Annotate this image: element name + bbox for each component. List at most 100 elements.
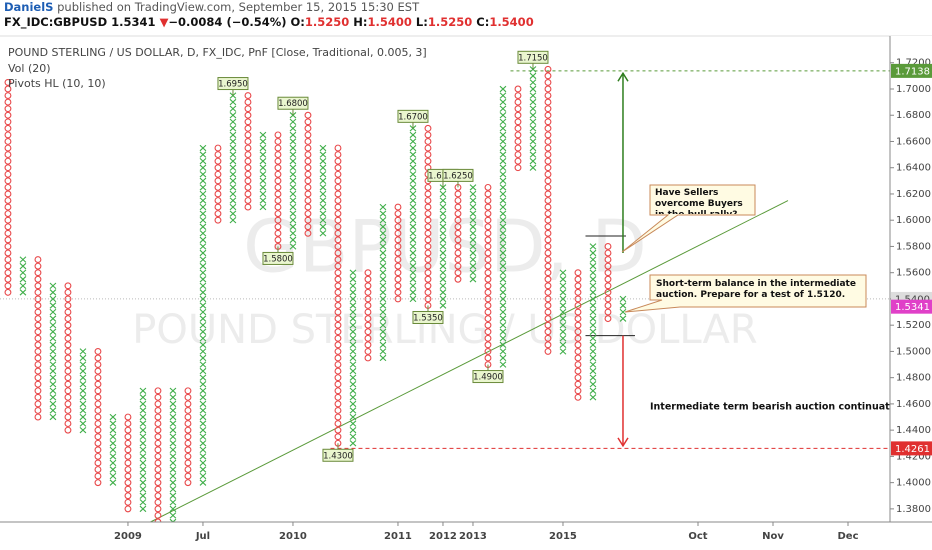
o-box xyxy=(34,367,42,375)
o-box xyxy=(154,387,162,395)
publish-line: DanielS published on TradingView.com, Se… xyxy=(4,0,534,15)
x-box xyxy=(289,131,297,139)
o-box xyxy=(214,216,222,224)
x-box xyxy=(409,171,417,178)
x-box xyxy=(229,112,237,119)
x-box xyxy=(229,197,237,204)
x-box xyxy=(169,479,177,486)
x-box xyxy=(169,446,177,454)
x-box xyxy=(589,367,597,375)
x-box xyxy=(49,335,57,342)
o-box xyxy=(64,426,72,434)
o-box xyxy=(334,236,342,244)
x-box xyxy=(79,354,87,362)
o-box xyxy=(574,295,582,303)
x-box xyxy=(289,164,297,171)
author[interactable]: DanielS xyxy=(4,0,54,14)
x-box xyxy=(109,440,117,447)
x-column xyxy=(49,282,57,421)
x-box xyxy=(319,157,327,165)
o-box xyxy=(184,407,192,414)
x-box xyxy=(229,138,237,145)
x-box xyxy=(589,243,597,250)
x-box xyxy=(79,420,87,427)
x-box xyxy=(409,131,417,139)
o-box xyxy=(544,315,552,323)
x-box xyxy=(409,138,417,145)
pivot-box xyxy=(397,109,429,123)
price-label: 1.7138 xyxy=(895,66,930,77)
o-box xyxy=(424,295,432,303)
o-box xyxy=(484,249,492,257)
x-box xyxy=(49,328,57,335)
x-box xyxy=(349,374,357,381)
x-box xyxy=(49,315,57,322)
o-box xyxy=(184,387,192,395)
x-box xyxy=(379,243,387,250)
x-box xyxy=(289,157,297,165)
o-box xyxy=(94,393,102,401)
x-box xyxy=(589,328,597,335)
o-box xyxy=(424,151,432,159)
x-box xyxy=(589,282,597,290)
x-box xyxy=(499,112,507,119)
x-box xyxy=(109,479,117,486)
o-box xyxy=(484,223,492,231)
o-box xyxy=(64,341,72,349)
o-box xyxy=(454,275,462,283)
o-box xyxy=(334,420,342,428)
x-box xyxy=(259,203,267,211)
o-box xyxy=(364,334,372,342)
x-box xyxy=(199,171,207,178)
o-box xyxy=(484,203,492,211)
o-box xyxy=(34,295,42,303)
x-box xyxy=(319,144,327,152)
o-box xyxy=(274,144,282,152)
x-box xyxy=(499,308,507,316)
x-box xyxy=(139,420,147,427)
o-box xyxy=(94,466,102,473)
legend-vol: Vol (20) xyxy=(8,62,51,75)
x-tick-label: 2013 xyxy=(459,531,487,542)
o-box xyxy=(4,105,12,113)
o-box xyxy=(184,393,192,401)
o-box xyxy=(154,407,162,414)
o-box xyxy=(424,131,432,139)
o-box xyxy=(424,256,432,264)
o-box xyxy=(274,223,282,231)
x-box xyxy=(289,236,297,244)
x-box xyxy=(559,335,567,342)
o-box xyxy=(244,105,252,113)
o-box xyxy=(34,262,42,270)
o-box xyxy=(4,256,12,264)
x-box xyxy=(139,440,147,447)
x-box xyxy=(409,223,417,230)
x-box xyxy=(349,276,357,283)
x-box xyxy=(469,236,477,244)
x-tick-label: Oct xyxy=(688,531,707,542)
o-box xyxy=(484,354,492,362)
x-column xyxy=(349,269,357,447)
x-box xyxy=(259,144,267,152)
o-box xyxy=(334,144,342,152)
x-box xyxy=(589,262,597,270)
x-box xyxy=(79,348,87,355)
x-box xyxy=(499,282,507,290)
o-box xyxy=(514,131,522,139)
o-box xyxy=(4,92,12,99)
o-box xyxy=(484,210,492,218)
zone-note: Intermediate term bearish auction contin… xyxy=(650,402,932,413)
o-column xyxy=(514,85,522,172)
x-box xyxy=(469,217,477,224)
o-box xyxy=(4,118,12,126)
o-box xyxy=(304,144,312,152)
o-box xyxy=(454,210,462,218)
x-box xyxy=(529,151,537,158)
o-box xyxy=(424,249,432,257)
o-box xyxy=(604,256,612,264)
x-box xyxy=(469,249,477,257)
x-box xyxy=(139,485,147,493)
x-box xyxy=(529,72,537,80)
x-box xyxy=(199,164,207,171)
o-box xyxy=(304,138,312,145)
